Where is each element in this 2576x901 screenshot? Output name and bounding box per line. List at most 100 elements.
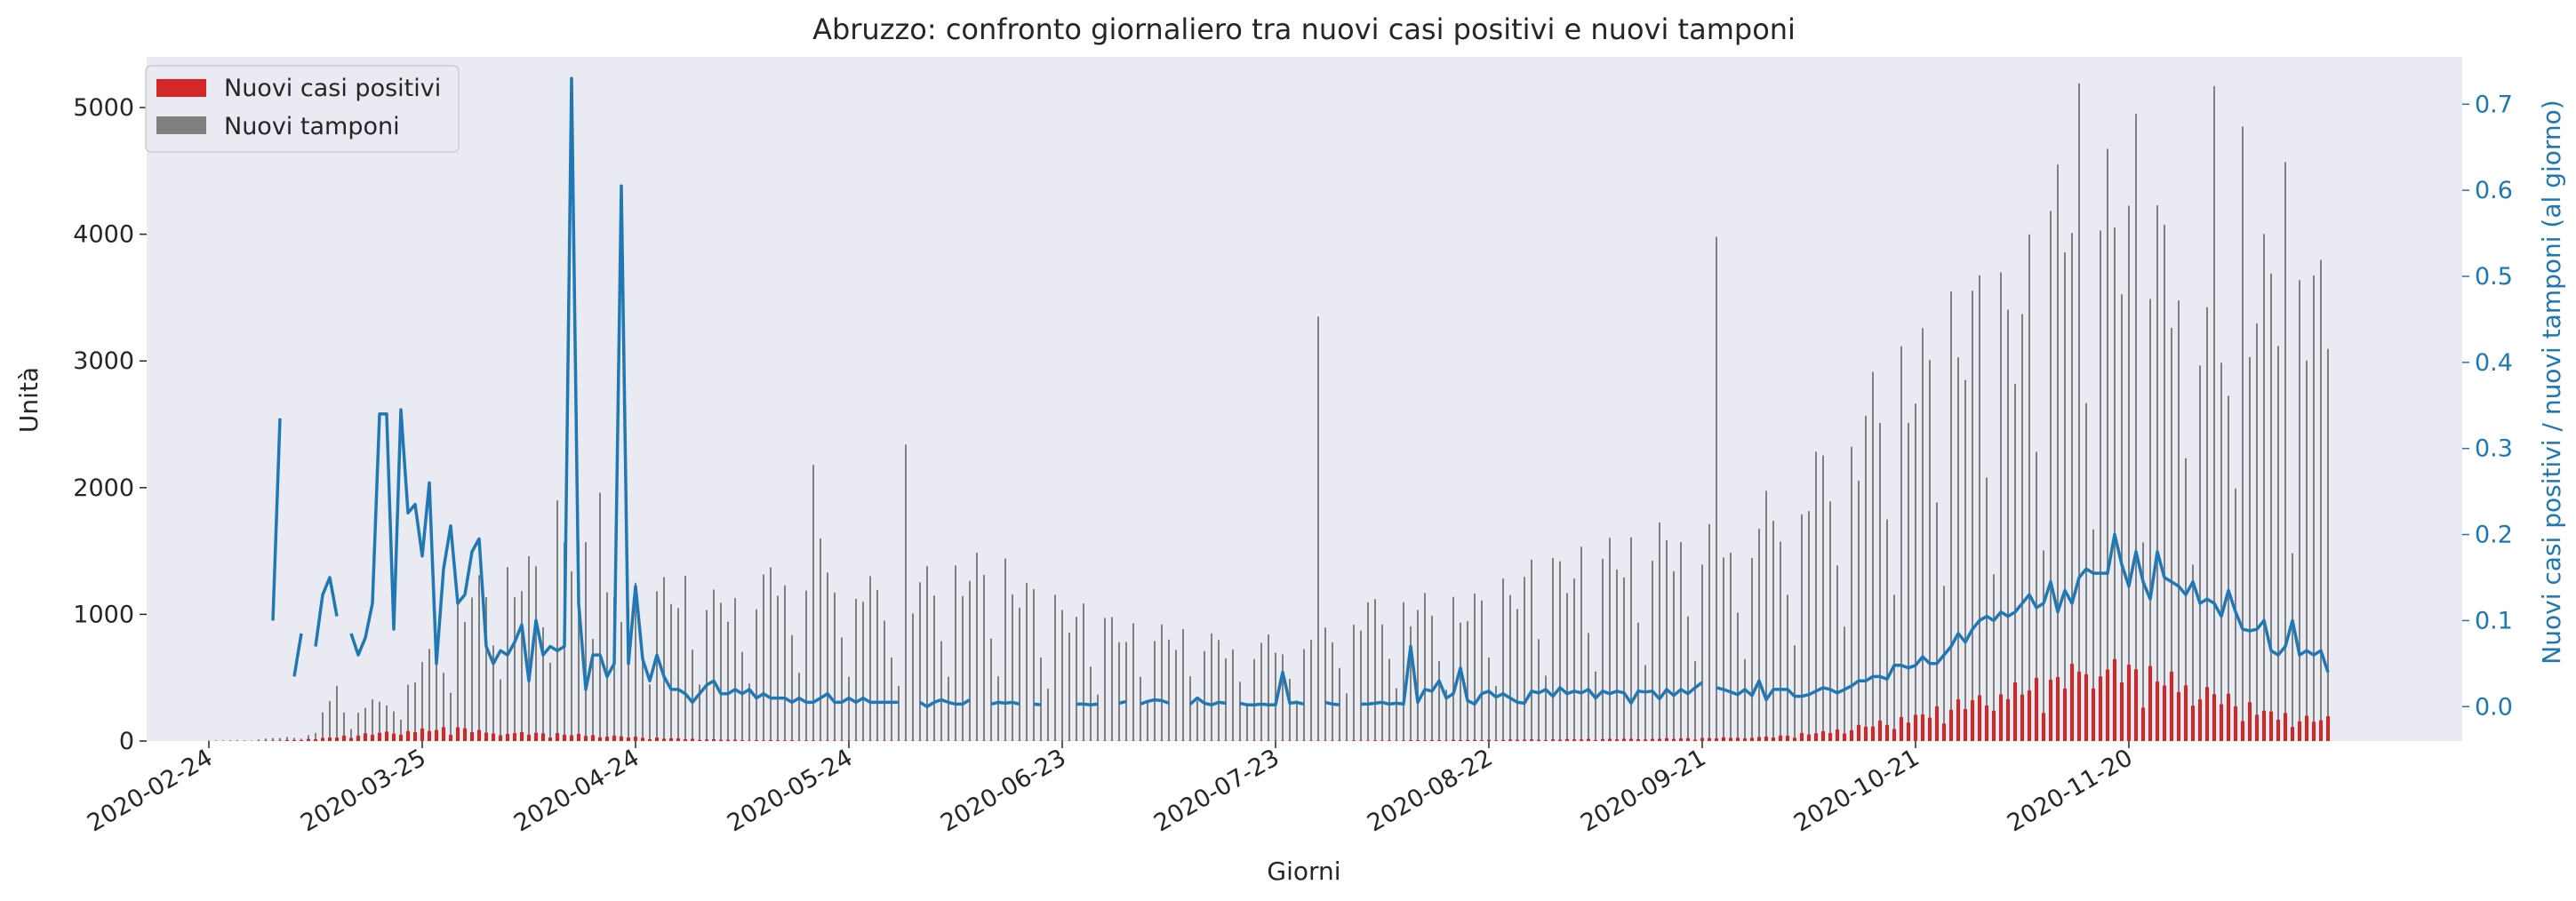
bar-tests <box>478 575 480 741</box>
bar-positives <box>833 740 836 741</box>
bar-tests <box>1929 360 1931 741</box>
bar-positives <box>577 733 580 741</box>
bar-positives <box>634 737 637 741</box>
bar-tests <box>1396 688 1397 741</box>
bar-tests <box>642 652 644 741</box>
bar-tests <box>1609 538 1611 741</box>
bar-tests <box>1481 600 1483 741</box>
bar-tests <box>229 740 231 741</box>
bar-positives <box>2092 688 2095 741</box>
bar-tests <box>1708 523 1710 741</box>
bar-tests <box>215 740 217 741</box>
y-left-tick-label: 1000 <box>73 601 134 628</box>
bar-positives <box>278 740 282 741</box>
bar-tests <box>464 621 466 741</box>
bar-tests <box>677 608 679 741</box>
bar-positives <box>2326 716 2330 741</box>
bar-tests <box>1147 701 1148 741</box>
bar-tests <box>2164 225 2165 741</box>
bar-positives <box>2099 676 2102 741</box>
bar-positives <box>1380 740 1384 741</box>
bar-tests <box>2135 114 2137 741</box>
bar-positives <box>627 738 630 741</box>
x-axis: 2020-02-24 2020-03-25 2020-04-24 2020-05-24… <box>83 741 2138 838</box>
bar-tests <box>1531 559 1532 741</box>
bar-tests <box>891 657 892 741</box>
bar-tests <box>2071 233 2073 742</box>
bar-positives <box>812 740 815 741</box>
bar-tests <box>1054 594 1056 741</box>
y-right-tick-label: 0.3 <box>2475 435 2513 463</box>
y-right-tick-label: 0.4 <box>2475 349 2513 377</box>
bar-tests <box>1829 501 1831 741</box>
bar-positives <box>2269 711 2273 741</box>
x-tick-label: 2020-07-23 <box>1149 744 1284 837</box>
bar-positives <box>612 735 616 741</box>
bar-positives <box>1921 714 1924 741</box>
bar-positives <box>2198 699 2202 741</box>
bar-tests <box>1844 626 1845 741</box>
bar-positives <box>1700 738 1704 741</box>
bar-tests <box>571 571 572 741</box>
bar-tests <box>1275 652 1276 741</box>
bar-tests <box>2263 234 2265 741</box>
bar-tests <box>1780 541 1781 741</box>
bar-tests <box>1076 617 1077 741</box>
bar-positives <box>1416 740 1420 741</box>
bar-positives <box>1907 722 1910 741</box>
legend-label-positives: Nuovi casi positivi <box>224 75 441 102</box>
bar-positives <box>804 740 808 741</box>
bar-positives <box>733 739 737 741</box>
bar-tests <box>1026 583 1028 741</box>
bar-positives <box>2134 669 2138 741</box>
bar-positives <box>285 739 289 741</box>
bar-positives <box>1992 710 1996 741</box>
y-left-tick-label: 2000 <box>73 474 134 502</box>
bar-positives <box>1572 739 1576 741</box>
bar-tests <box>1588 633 1589 741</box>
bar-tests <box>1460 622 1461 741</box>
bar-tests <box>734 598 736 741</box>
bar-positives <box>1487 739 1491 741</box>
bar-positives <box>2177 691 2180 741</box>
bar-tests <box>613 597 615 741</box>
bar-tests <box>2128 205 2130 741</box>
bar-tests <box>1851 446 1852 741</box>
bar-tests <box>514 597 516 741</box>
bar-positives <box>2106 669 2109 741</box>
bar-tests <box>1296 700 1298 741</box>
bar-positives <box>676 738 680 741</box>
bar-tests <box>791 634 793 741</box>
bar-tests <box>2320 259 2322 741</box>
bar-positives <box>484 732 488 741</box>
bar-positives <box>1452 739 1455 741</box>
bar-tests <box>1950 291 1952 741</box>
bar-tests <box>1716 236 1717 741</box>
bar-tests <box>1068 633 1070 741</box>
bar-tests <box>656 591 658 741</box>
bar-positives <box>292 739 296 741</box>
bar-tests <box>2313 275 2315 741</box>
bar-tests <box>940 641 942 741</box>
bar-tests <box>500 679 501 741</box>
bar-positives <box>819 740 822 741</box>
bar-tests <box>1502 578 1504 741</box>
y-left-tick-label: 0 <box>119 728 134 755</box>
bar-tests <box>933 595 935 741</box>
y-right-tick-label: 0.0 <box>2475 693 2513 721</box>
bar-tests <box>1019 607 1020 741</box>
bar-tests <box>1538 639 1540 741</box>
bar-tests <box>2114 227 2116 741</box>
legend-swatch-positives <box>156 79 206 97</box>
y-right-tick-label: 0.5 <box>2475 263 2513 291</box>
bar-positives <box>655 738 659 741</box>
bar-tests <box>1545 675 1547 741</box>
bar-positives <box>2113 658 2116 741</box>
legend: Nuovi casi positivi Nuovi tamponi <box>145 65 460 153</box>
bar-positives <box>2241 721 2244 741</box>
bar-positives <box>2305 715 2308 741</box>
bar-tests <box>1509 594 1511 741</box>
bar-positives <box>1366 740 1370 741</box>
bar-positives <box>2191 706 2195 741</box>
